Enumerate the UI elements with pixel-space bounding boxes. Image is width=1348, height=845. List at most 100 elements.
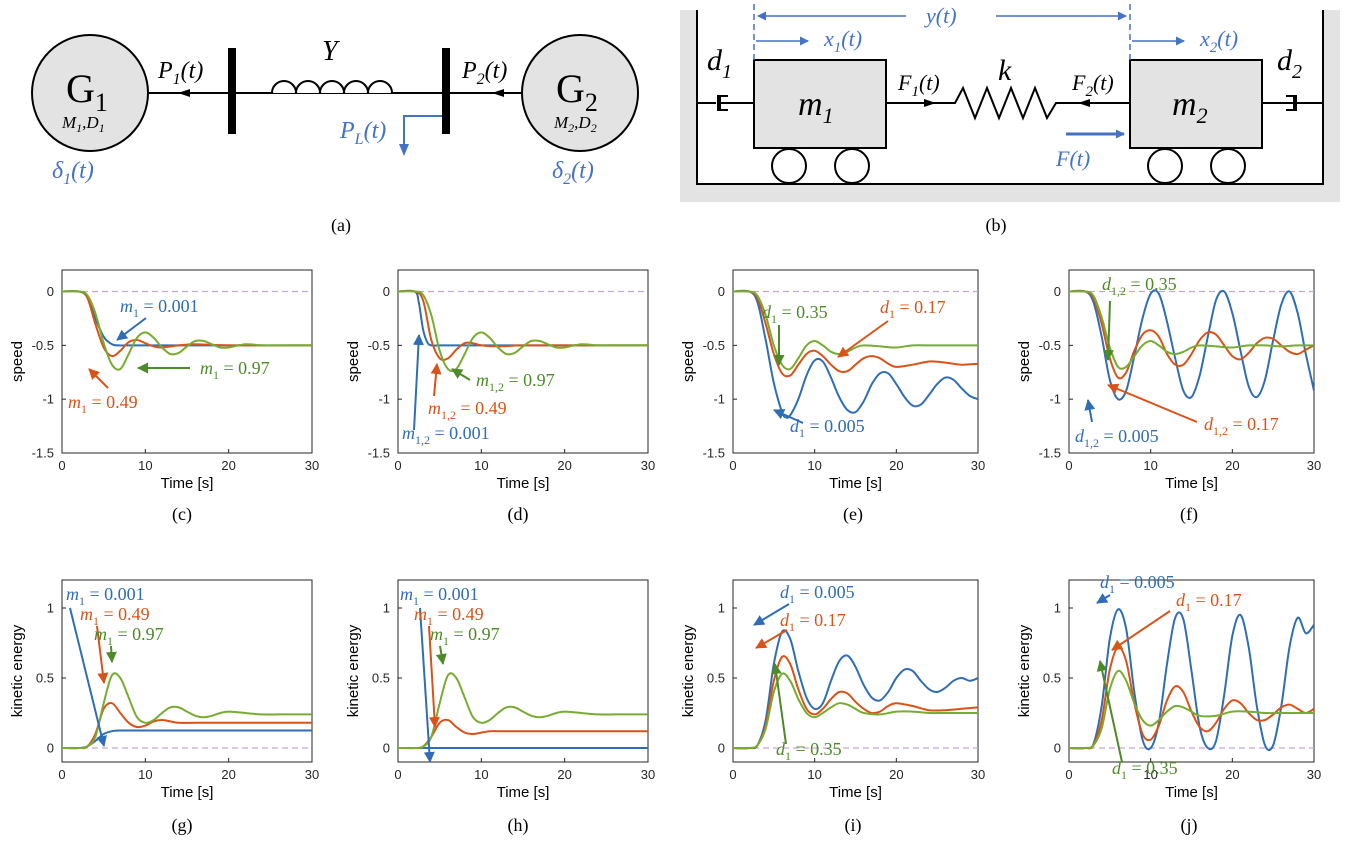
x-axis-label: Time [s] [1165,784,1218,801]
annotation-label: d1 = 0.17 [1176,590,1242,614]
x-axis-label: Time [s] [1165,475,1218,492]
y-tick-label: -1.5 [1039,446,1061,461]
y-tick-label: 0 [47,741,54,756]
chart-c: 0 10 20 30 0 -0.5 -1 -1.5 Time [s] speed m1 = 0.00… [9,269,319,492]
load-line [403,115,442,148]
load-arrow [399,144,409,156]
series-line-orange [733,290,978,378]
x-tick-label: 30 [971,767,985,782]
gen1-params: M1,D1 [61,113,105,135]
y-tick-label: 0 [718,741,725,756]
x-axis-label: Time [s] [829,475,882,492]
f2-label: F2(t) [1071,70,1114,100]
x-tick-label: 20 [889,767,903,782]
annotation-label: m1 = 0.49 [80,604,150,628]
annotation-arrow [1102,300,1114,361]
x-tick-label: 10 [807,767,821,782]
annotation-label: d1 = 0.17 [880,297,946,321]
damper-1 [717,95,736,111]
x-tick-label: 10 [474,767,488,782]
x-tick-label: 0 [394,458,401,473]
y-tick-label: -1 [1049,392,1061,407]
y-tick-label: -1 [713,392,725,407]
x-axis-label: Time [s] [161,475,214,492]
x1-label: x1(t) [823,26,862,56]
caption-f: (f) [1180,504,1198,525]
y-tick-label: 0 [1054,284,1061,299]
series-line-green [62,290,312,371]
x-tick-label: 10 [138,458,152,473]
y-tick-label: -1.5 [32,446,54,461]
x-tick-label: 20 [557,458,571,473]
y-tick-label: -1 [378,392,390,407]
coil-gap [270,94,396,98]
y-tick-label: 1 [47,601,54,616]
annotation-label: m1 = 0.49 [68,392,138,416]
chart-i: 0 10 20 30 0 0.5 1 Time [s] kinetic energy d1 = 0… [680,579,985,801]
annotation-arrow [1096,593,1111,604]
annotation-arrow [96,625,109,684]
x2-label: x2(t) [1199,26,1238,56]
annotation-label: d1 = 0.005 [1100,572,1175,596]
pl-label: PL(t) [339,118,386,148]
y-tick-label: -0.5 [32,338,54,353]
x-axis-label: Time [s] [497,784,550,801]
x-tick-label: 30 [305,767,319,782]
x-axis-label: Time [s] [161,784,214,801]
wheel-1b [834,148,870,184]
y-tick-label: 1 [1054,601,1061,616]
annotation-arrow [430,363,442,397]
delta1-label: δ1(t) [52,158,94,188]
annotation-label: m1 = 0.49 [414,604,484,628]
p1-label: P1(t) [157,58,203,88]
caption-h: (h) [508,815,529,836]
x-tick-label: 10 [138,767,152,782]
x-tick-label: 0 [58,767,65,782]
y-axis-label: speed [1016,341,1033,382]
x-tick-label: 10 [474,458,488,473]
y-tick-label: 0 [47,284,54,299]
annotation-label: m1,2 = 0.001 [402,423,490,447]
chart-e: 0 10 20 30 0 -0.5 -1 -1.5 Time [s] speed d1 = 0.35… [680,269,985,492]
x-tick-label: 20 [889,458,903,473]
annotation-label: m1 = 0.001 [120,296,199,320]
annotation-label: d1,2 = 0.35 [1102,274,1177,298]
annotation-label: m1 = 0.001 [66,584,145,608]
x-tick-label: 10 [807,458,821,473]
y-tick-label: 0 [718,284,725,299]
annotation-arrow [1084,399,1096,423]
delta2-label: δ2(t) [552,158,594,188]
k-label: k [998,54,1012,87]
y-tick-label: 0 [1054,741,1061,756]
gen2-params: M2,D2 [553,113,597,135]
p2-label: P2(t) [461,58,507,88]
plot-area [732,579,979,763]
series-line-green [62,672,312,750]
caption-b: (b) [986,215,1007,236]
y-tick-label: 1 [383,601,390,616]
y-tick-label: -1.5 [703,446,725,461]
series-line-green [398,672,648,750]
annotation-arrow [116,317,147,341]
f2-arrow [1078,99,1090,107]
caption-i: (i) [845,815,862,836]
caption-a: (a) [331,215,351,236]
x-tick-label: 10 [1143,767,1157,782]
annotation-arrow [69,607,107,747]
y-axis-label: kinetic energy [680,624,697,717]
annotation-label: m1,2 = 0.97 [476,370,555,394]
series-line-green [398,290,648,373]
y-tick-label: 0.5 [1043,671,1061,686]
x-tick-label: 0 [729,767,736,782]
gen2-label: G2 [556,66,598,117]
plot-area [61,579,313,763]
y-tick-label: 1 [718,601,725,616]
y-tick-label: 0.5 [707,671,725,686]
wheel-2b [1210,148,1246,184]
mass-spring-diagram: y(t) x1(t) x2(t) d1 d2 m1 m2 k F1(t) F2(… [680,3,1340,202]
chart-j: 0 10 20 30 0 0.5 1 Time [s] kinetic energy d1 = 0… [1016,572,1321,801]
external-force-label: F(t) [1055,146,1090,171]
chart-d: 0 10 20 30 0 -0.5 -1 -1.5 Time [s] speed m1,2 = 0.… [345,269,655,492]
y-label: y(t) [924,3,957,28]
y-tick-label: 0.5 [372,671,390,686]
